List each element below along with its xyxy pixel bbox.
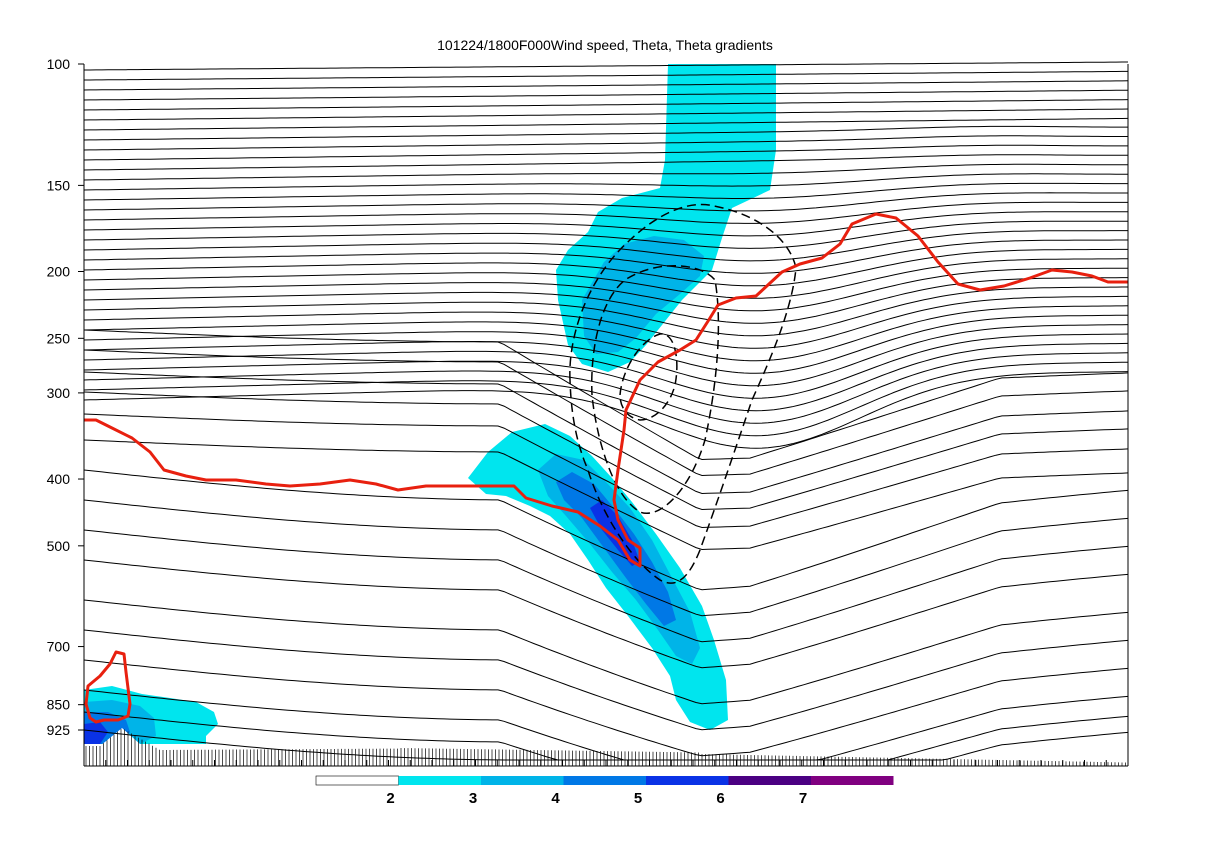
y-tick-label: 300 bbox=[47, 385, 71, 401]
theta-contour bbox=[83, 295, 1128, 349]
theta-contour bbox=[84, 70, 1128, 81]
theta-contour bbox=[83, 352, 1129, 424]
chart-title: 101224/1800F000Wind speed, Theta, Theta … bbox=[437, 37, 773, 53]
theta-contour bbox=[83, 305, 1129, 362]
theta-contour bbox=[83, 80, 1129, 91]
y-tick-label: 250 bbox=[47, 330, 71, 346]
colorbar-tick-label: 7 bbox=[799, 790, 807, 807]
tropopause-line bbox=[84, 650, 132, 724]
y-tick-label: 925 bbox=[47, 722, 71, 738]
colorbar-swatch bbox=[481, 776, 564, 785]
theta-contour bbox=[83, 144, 1128, 161]
colorbar-swatch bbox=[315, 775, 399, 786]
theta-contour bbox=[83, 324, 1129, 387]
tropopause-line bbox=[84, 212, 1128, 568]
wind-speed-contour-6 bbox=[590, 500, 640, 566]
tropopause-lines bbox=[84, 212, 1128, 724]
theta-contour bbox=[83, 286, 1128, 337]
y-tick-label: 100 bbox=[47, 56, 71, 72]
y-tick-label: 500 bbox=[47, 538, 71, 554]
theta-contour bbox=[83, 629, 1129, 731]
theta-contour bbox=[83, 201, 1128, 224]
theta-contour bbox=[83, 659, 1129, 757]
y-tick-label: 200 bbox=[47, 264, 71, 280]
theta-contour bbox=[83, 469, 1129, 591]
colorbar-tick-label: 2 bbox=[386, 790, 394, 807]
theta-gradient-contour bbox=[569, 203, 797, 584]
theta-contour bbox=[83, 529, 1129, 643]
theta-contour bbox=[83, 248, 1128, 287]
theta-contour bbox=[83, 173, 1128, 191]
colorbar-swatch bbox=[398, 776, 481, 785]
y-tick-label: 850 bbox=[47, 697, 71, 713]
theta-gradient-contours bbox=[569, 203, 797, 584]
theta-contour bbox=[83, 559, 1129, 669]
y-tick-label: 150 bbox=[47, 177, 71, 193]
theta-contour bbox=[83, 277, 1128, 324]
theta-contour bbox=[83, 182, 1128, 201]
theta-contour bbox=[83, 689, 1129, 761]
theta-contour bbox=[83, 89, 1129, 101]
theta-contour bbox=[83, 211, 1128, 237]
colorbar: 2 3 4 5 6 7 bbox=[315, 775, 894, 807]
y-tick-label: 400 bbox=[47, 471, 71, 487]
colorbar-tick-label: 4 bbox=[551, 790, 560, 807]
theta-contour bbox=[83, 230, 1128, 262]
terrain-mask bbox=[84, 728, 160, 746]
theta-contour bbox=[84, 61, 1128, 71]
colorbar-tick-label: 3 bbox=[469, 790, 477, 807]
theta-contour bbox=[83, 349, 1129, 477]
colorbar-tick-label: 5 bbox=[634, 790, 642, 807]
axes: 100 150 200 250 300 400 500 700 850 925 bbox=[47, 56, 1129, 767]
theta-contour bbox=[83, 99, 1129, 111]
theta-contour bbox=[83, 314, 1129, 374]
theta-contour bbox=[83, 439, 1129, 551]
theta-contour bbox=[83, 413, 1129, 529]
theta-contour bbox=[83, 371, 1129, 495]
theta-contour bbox=[83, 499, 1129, 617]
theta-contour bbox=[83, 117, 1129, 131]
theta-contour bbox=[83, 329, 1129, 461]
theta-gradient-contour bbox=[619, 333, 678, 421]
theta-contour bbox=[83, 192, 1128, 212]
colorbar-tick-label: 6 bbox=[716, 790, 724, 807]
theta-contour bbox=[83, 599, 1129, 705]
theta-gradient-contour bbox=[591, 265, 720, 515]
wind-speed-contour-5 bbox=[556, 472, 676, 626]
theta-contour bbox=[83, 163, 1128, 181]
theta-contour bbox=[83, 135, 1128, 151]
theta-contour bbox=[83, 125, 1128, 141]
theta-contour bbox=[83, 220, 1128, 249]
theta-contours bbox=[83, 61, 1129, 761]
theta-contour bbox=[83, 729, 1129, 761]
theta-contour bbox=[83, 371, 1129, 449]
y-tick-label: 700 bbox=[47, 639, 71, 655]
theta-contour bbox=[83, 361, 1129, 437]
wind-speed-contour-6 bbox=[84, 722, 108, 744]
y-axis-ticks: 100 150 200 250 300 400 500 700 850 925 bbox=[47, 56, 84, 738]
colorbar-swatch bbox=[811, 776, 894, 785]
theta-contour bbox=[83, 239, 1128, 274]
theta-contour bbox=[83, 267, 1128, 312]
colorbar-swatch bbox=[646, 776, 729, 785]
terrain bbox=[85, 728, 1126, 766]
colorbar-swatch bbox=[563, 776, 646, 785]
colorbar-swatch bbox=[728, 776, 811, 785]
wind-speed-fill bbox=[84, 64, 776, 746]
theta-contour bbox=[83, 333, 1129, 399]
theta-contour bbox=[83, 258, 1128, 299]
theta-contour bbox=[83, 154, 1128, 171]
theta-contour bbox=[83, 108, 1129, 121]
theta-contour bbox=[83, 342, 1129, 412]
